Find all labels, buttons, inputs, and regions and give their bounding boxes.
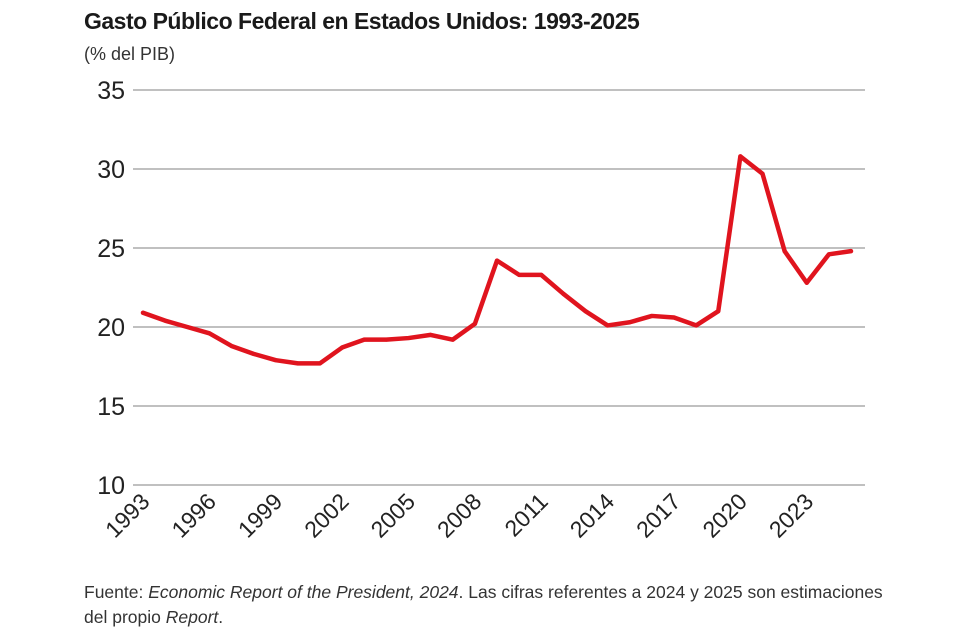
data-point — [495, 258, 499, 263]
y-tick-label: 25 — [97, 235, 125, 263]
x-tick-label: 2008 — [432, 488, 487, 543]
data-point — [406, 336, 411, 341]
y-tick-label: 10 — [97, 472, 125, 500]
data-point — [185, 325, 190, 329]
data-point — [362, 337, 367, 342]
y-tick-label: 35 — [97, 77, 125, 105]
data-point — [649, 313, 654, 318]
source-note: Fuente: Economic Report of the President… — [84, 580, 884, 630]
chart-title: Gasto Público Federal en Estados Unidos:… — [84, 8, 640, 34]
data-point — [627, 320, 632, 325]
data-point — [605, 323, 610, 328]
source-suffix: . — [218, 607, 224, 627]
x-tick-label: 2002 — [299, 488, 354, 543]
data-point — [229, 343, 234, 348]
source-report: Report — [165, 607, 219, 627]
data-point — [849, 249, 853, 254]
data-point — [583, 309, 588, 314]
x-tick-label: 2020 — [697, 488, 752, 543]
x-tick-label: 2011 — [499, 488, 552, 541]
data-point — [340, 345, 345, 350]
data-point — [251, 351, 256, 356]
x-tick-label: 2005 — [365, 488, 420, 543]
data-point — [826, 252, 831, 257]
data-point — [273, 358, 278, 363]
data-point — [295, 361, 300, 366]
data-point — [318, 361, 322, 366]
data-point — [782, 249, 787, 254]
source-middle: . Las cifras referentes a 2024 y 2025 so… — [84, 582, 883, 627]
source-prefix: Fuente: — [84, 582, 149, 602]
data-point — [561, 291, 566, 296]
data-point — [804, 280, 809, 285]
x-tick-label: 2023 — [764, 488, 819, 543]
y-tick-label: 15 — [97, 393, 125, 421]
x-tick-label: 1996 — [166, 488, 221, 543]
data-point — [472, 321, 477, 326]
data-point — [694, 323, 699, 328]
x-tick-label: 2014 — [565, 488, 620, 543]
data-point — [163, 318, 168, 323]
data-point — [738, 154, 743, 159]
data-point — [384, 337, 389, 342]
y-tick-label: 30 — [97, 156, 125, 184]
data-point — [539, 272, 544, 277]
source-title: Economic Report of the President, 2024 — [148, 582, 459, 602]
data-point — [716, 309, 721, 314]
data-point — [207, 331, 212, 336]
chart-subtitle: (% del PIB) — [84, 44, 176, 64]
data-point — [517, 272, 522, 277]
y-tick-label: 20 — [97, 314, 125, 342]
data-point — [428, 332, 433, 337]
x-tick-label: 1999 — [233, 488, 288, 543]
data-point — [141, 310, 145, 315]
data-point — [760, 171, 765, 176]
x-tick-label: 2017 — [631, 488, 686, 543]
data-point — [450, 337, 455, 342]
data-point — [672, 315, 676, 320]
